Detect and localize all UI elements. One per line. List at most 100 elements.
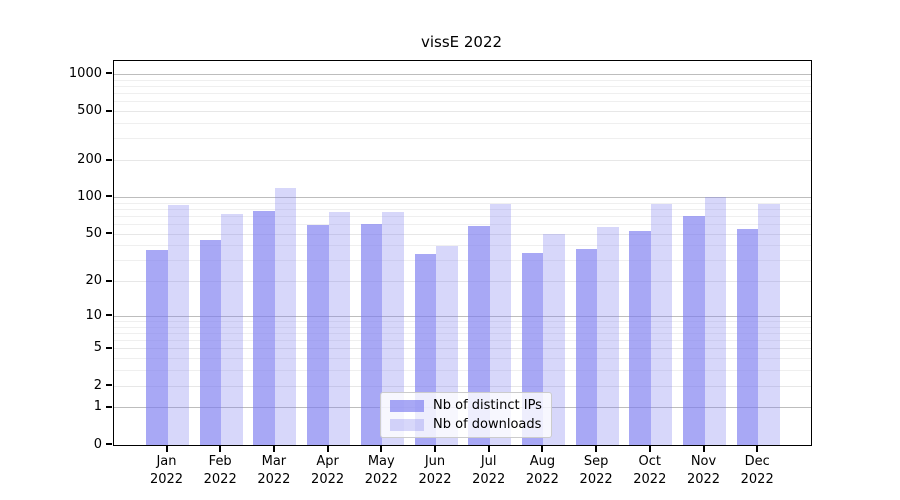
y-tick-label-1000: 1000 (68, 65, 102, 81)
gridline-1000 (114, 73, 811, 75)
x-tick-mark-apr (326, 446, 329, 452)
x-tick-label-feb: Feb 2022 (203, 454, 237, 487)
gridline-500 (114, 111, 811, 113)
x-tick-mark-aug (541, 446, 544, 452)
bar-distinct-ips (307, 225, 329, 445)
bar-distinct-ips (146, 249, 168, 445)
y-tick-mark-0 (106, 443, 112, 445)
x-tick-mark-feb (219, 446, 222, 452)
y-tick-mark-20 (106, 279, 112, 282)
x-tick-label-mar: Mar 2022 (257, 454, 291, 487)
gridline-100 (114, 196, 811, 198)
y-tick-label-200: 200 (77, 152, 102, 168)
x-tick-label-apr: Apr 2022 (311, 454, 345, 487)
y-tick-mark-2 (106, 384, 112, 387)
gridline-3 (114, 370, 811, 372)
legend-swatch-distinct-ips (390, 399, 424, 412)
gridline-90 (114, 202, 811, 204)
y-tick-label-500: 500 (77, 103, 102, 119)
x-tick-label-jul: Jul 2022 (472, 454, 506, 487)
gridline-80 (114, 208, 811, 210)
y-tick-label-5: 5 (93, 340, 102, 356)
gridline-60 (114, 224, 811, 225)
bar-distinct-ips (253, 211, 275, 445)
y-tick-mark-200 (106, 158, 112, 161)
chart-title: vissE 2022 (420, 33, 503, 51)
x-tick-mark-jun (434, 446, 436, 452)
x-tick-label-dec: Dec 2022 (740, 454, 774, 487)
bar-downloads (758, 204, 780, 445)
bar-distinct-ips (199, 239, 222, 445)
y-tick-label-20: 20 (85, 273, 102, 289)
gridline-2 (114, 385, 811, 387)
x-tick-mark-sep (595, 446, 598, 452)
bar-downloads (489, 203, 512, 445)
bar-downloads (650, 203, 673, 445)
bar-downloads (382, 212, 404, 445)
gridline-5 (114, 348, 811, 350)
y-tick-mark-100 (106, 195, 112, 198)
legend-item-distinct-ips: Nb of distinct IPs (390, 398, 542, 413)
bar-distinct-ips (360, 223, 383, 445)
legend: Nb of distinct IPs Nb of downloads (380, 392, 552, 438)
y-tick-label-10: 10 (85, 307, 102, 323)
bar-distinct-ips (575, 248, 598, 445)
x-tick-label-may: May 2022 (364, 454, 398, 487)
x-tick-label-sep: Sep 2022 (579, 454, 613, 487)
bar-downloads (597, 227, 619, 445)
bar-downloads (221, 214, 243, 445)
legend-label-distinct-ips: Nb of distinct IPs (433, 398, 542, 413)
x-tick-label-nov: Nov 2022 (686, 454, 721, 487)
bar-distinct-ips (683, 215, 705, 445)
legend-item-downloads: Nb of downloads (390, 417, 542, 432)
gridline-400 (114, 123, 811, 124)
gridline-30 (114, 260, 811, 262)
x-tick-label-jan: Jan 2022 (149, 454, 184, 487)
y-tick-label-2: 2 (93, 377, 102, 393)
gridline-800 (114, 85, 811, 87)
y-tick-mark-50 (106, 232, 112, 235)
bar-distinct-ips (468, 226, 490, 445)
x-tick-label-oct: Oct 2022 (633, 454, 667, 487)
x-tick-mark-mar (272, 446, 275, 452)
y-tick-label-0: 0 (93, 436, 102, 452)
x-tick-label-jun: Jun 2022 (418, 454, 452, 487)
plot-area: Nb of distinct IPs Nb of downloads (113, 60, 812, 446)
x-tick-mark-oct (648, 446, 651, 452)
gridline-50 (114, 233, 811, 235)
bar-distinct-ips (629, 231, 651, 445)
y-tick-label-50: 50 (85, 225, 102, 241)
y-tick-mark-5 (106, 346, 112, 349)
legend-swatch-downloads (390, 418, 424, 431)
x-tick-mark-may (380, 446, 383, 452)
x-tick-mark-jan (165, 446, 168, 452)
bar-downloads (328, 212, 351, 445)
x-tick-label-aug: Aug 2022 (525, 454, 559, 487)
gridline-900 (114, 79, 811, 81)
y-tick-mark-500 (106, 109, 112, 112)
y-tick-mark-1000 (106, 72, 112, 75)
y-tick-label-1: 1 (93, 399, 102, 415)
gridline-6 (114, 340, 811, 342)
gridline-40 (114, 245, 811, 247)
gridline-300 (114, 138, 811, 140)
gridline-9 (114, 321, 811, 322)
gridline-4 (114, 358, 811, 360)
y-tick-mark-10 (106, 314, 112, 317)
gridline-700 (114, 93, 811, 95)
gridline-200 (114, 160, 811, 162)
gridline-20 (114, 281, 811, 283)
gridline-600 (114, 101, 811, 103)
bar-downloads (167, 204, 189, 445)
y-tick-mark-1 (106, 405, 112, 408)
legend-label-downloads: Nb of downloads (433, 417, 542, 432)
y-tick-label-100: 100 (77, 188, 102, 204)
x-tick-mark-nov (702, 446, 705, 452)
gridline-8 (114, 326, 811, 328)
gridline-7 (114, 332, 811, 334)
gridline-10 (114, 315, 811, 317)
bar-distinct-ips (736, 229, 759, 445)
x-tick-mark-jul (487, 446, 490, 452)
gridline-70 (114, 215, 811, 217)
